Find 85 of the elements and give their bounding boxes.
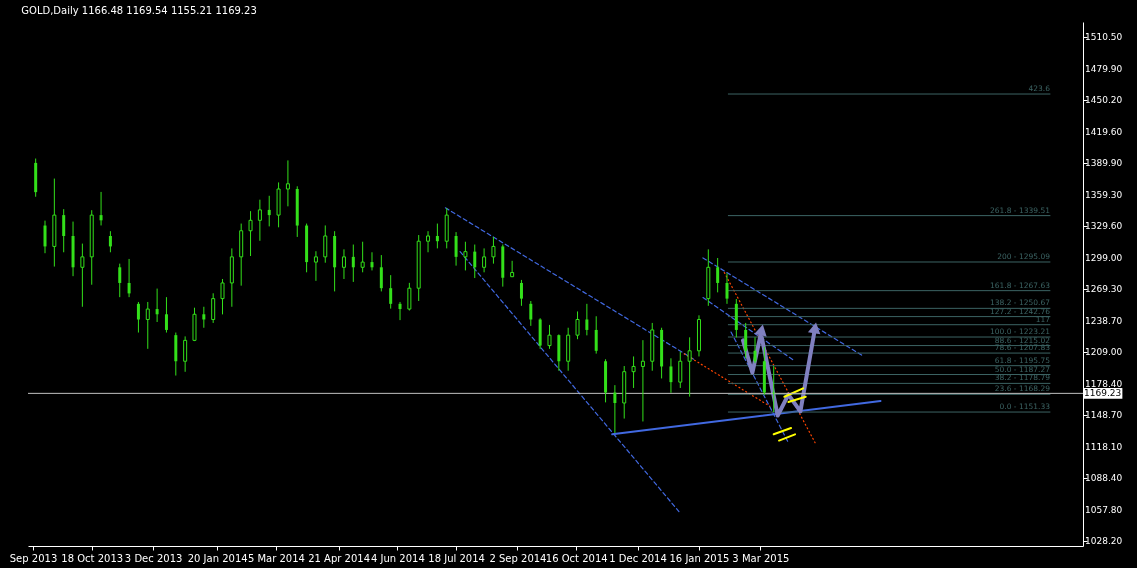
x-tick-label: 5 Mar 2014 (247, 552, 305, 564)
candlestick (145, 301, 150, 350)
candlestick (678, 351, 683, 389)
x-tick-label: 16 Jan 2015 (669, 552, 730, 564)
candlestick (211, 292, 216, 324)
x-tick-label: 1 Dec 2014 (609, 552, 667, 564)
y-tick-label: 1118.10 (1085, 441, 1123, 452)
candlestick (398, 301, 402, 321)
candlestick (351, 244, 355, 283)
candlestick (370, 251, 374, 271)
candlestick (482, 247, 487, 273)
y-tick-label: 1148.70 (1085, 409, 1123, 420)
candlestick (62, 208, 66, 253)
candlestick (426, 230, 431, 253)
x-tick-label: 2 Sep 2014 (489, 552, 547, 564)
candlestick (118, 263, 122, 298)
candlestick (341, 248, 346, 280)
y-tick-label: 1329.60 (1085, 220, 1123, 231)
ref-line-label: 1169.23 (1084, 388, 1122, 399)
y-tick-label: 1479.90 (1085, 64, 1123, 75)
y-tick-label: 1510.50 (1085, 32, 1123, 43)
y-tick-label: 1028.20 (1085, 535, 1123, 546)
candlestick (594, 315, 598, 355)
candlestick (473, 244, 477, 279)
candlestick (716, 257, 720, 293)
chart-title: GOLD,Daily 1166.48 1169.54 1155.21 1169.23 (21, 5, 257, 16)
candlestick (547, 324, 552, 350)
y-tick-label: 1450.20 (1085, 95, 1123, 106)
candlestick (640, 339, 645, 422)
x-tick-label: 3 Mar 2015 (732, 552, 790, 564)
candlestick (491, 236, 496, 265)
x-tick-label: Sep 2013 (9, 552, 58, 564)
candlestick (529, 300, 533, 327)
candlestick (435, 223, 439, 249)
y-tick-label: 1359.30 (1085, 189, 1123, 200)
candlestick (687, 336, 692, 398)
x-tick-label: 18 Jul 2014 (428, 552, 485, 564)
candlestick (183, 335, 188, 373)
candlestick (389, 274, 393, 310)
x-tick-label: 4 Jun 2014 (370, 552, 425, 564)
y-tick-label: 1269.30 (1085, 283, 1123, 294)
candlestick (285, 159, 290, 207)
candlestick (99, 191, 103, 226)
x-tick-label: 21 Apr 2014 (308, 552, 371, 564)
candlestick (360, 241, 365, 273)
candlestick (463, 241, 468, 271)
candlestick (313, 250, 318, 282)
candlestick (631, 355, 636, 389)
y-tick-label: 1389.90 (1085, 158, 1123, 169)
y-tick-label: 1209.00 (1085, 346, 1123, 357)
y-tick-label: 1238.70 (1085, 315, 1123, 326)
candlestick (613, 384, 617, 434)
candlestick (753, 336, 757, 364)
candlestick (585, 303, 589, 336)
candlestick (202, 306, 206, 329)
x-tick-label: 20 Jan 2014 (187, 552, 248, 564)
y-tick-label: 1178.40 (1085, 378, 1123, 389)
y-tick-label: 1299.00 (1085, 252, 1123, 263)
candlestick (164, 296, 168, 334)
x-tick-label: 16 Oct 2014 (545, 552, 608, 564)
candlestick (575, 310, 580, 340)
candlestick (136, 301, 140, 334)
candlestick (267, 195, 271, 227)
candlestick (323, 224, 328, 264)
candlestick (669, 357, 673, 394)
candlestick (725, 272, 729, 305)
candlestick (127, 258, 131, 298)
x-tick-label: 3 Dec 2013 (124, 552, 183, 564)
candlestick (510, 260, 515, 278)
y-tick-label: 1057.80 (1085, 504, 1123, 515)
candlestick (220, 278, 225, 315)
candlestick (519, 279, 523, 307)
candlestick (257, 199, 262, 242)
candlestick (248, 210, 253, 257)
y-tick-label: 1419.60 (1085, 127, 1123, 138)
candlestick (80, 243, 85, 308)
candlestick (155, 288, 159, 323)
candlestick (454, 231, 458, 267)
y-tick-label: 1088.40 (1085, 472, 1123, 483)
candlestick (744, 322, 748, 359)
candlestick (43, 220, 47, 254)
candlestick (379, 254, 383, 292)
x-tick-label: 18 Oct 2013 (61, 552, 124, 564)
candlestick (108, 230, 112, 253)
candlestick (407, 282, 412, 312)
